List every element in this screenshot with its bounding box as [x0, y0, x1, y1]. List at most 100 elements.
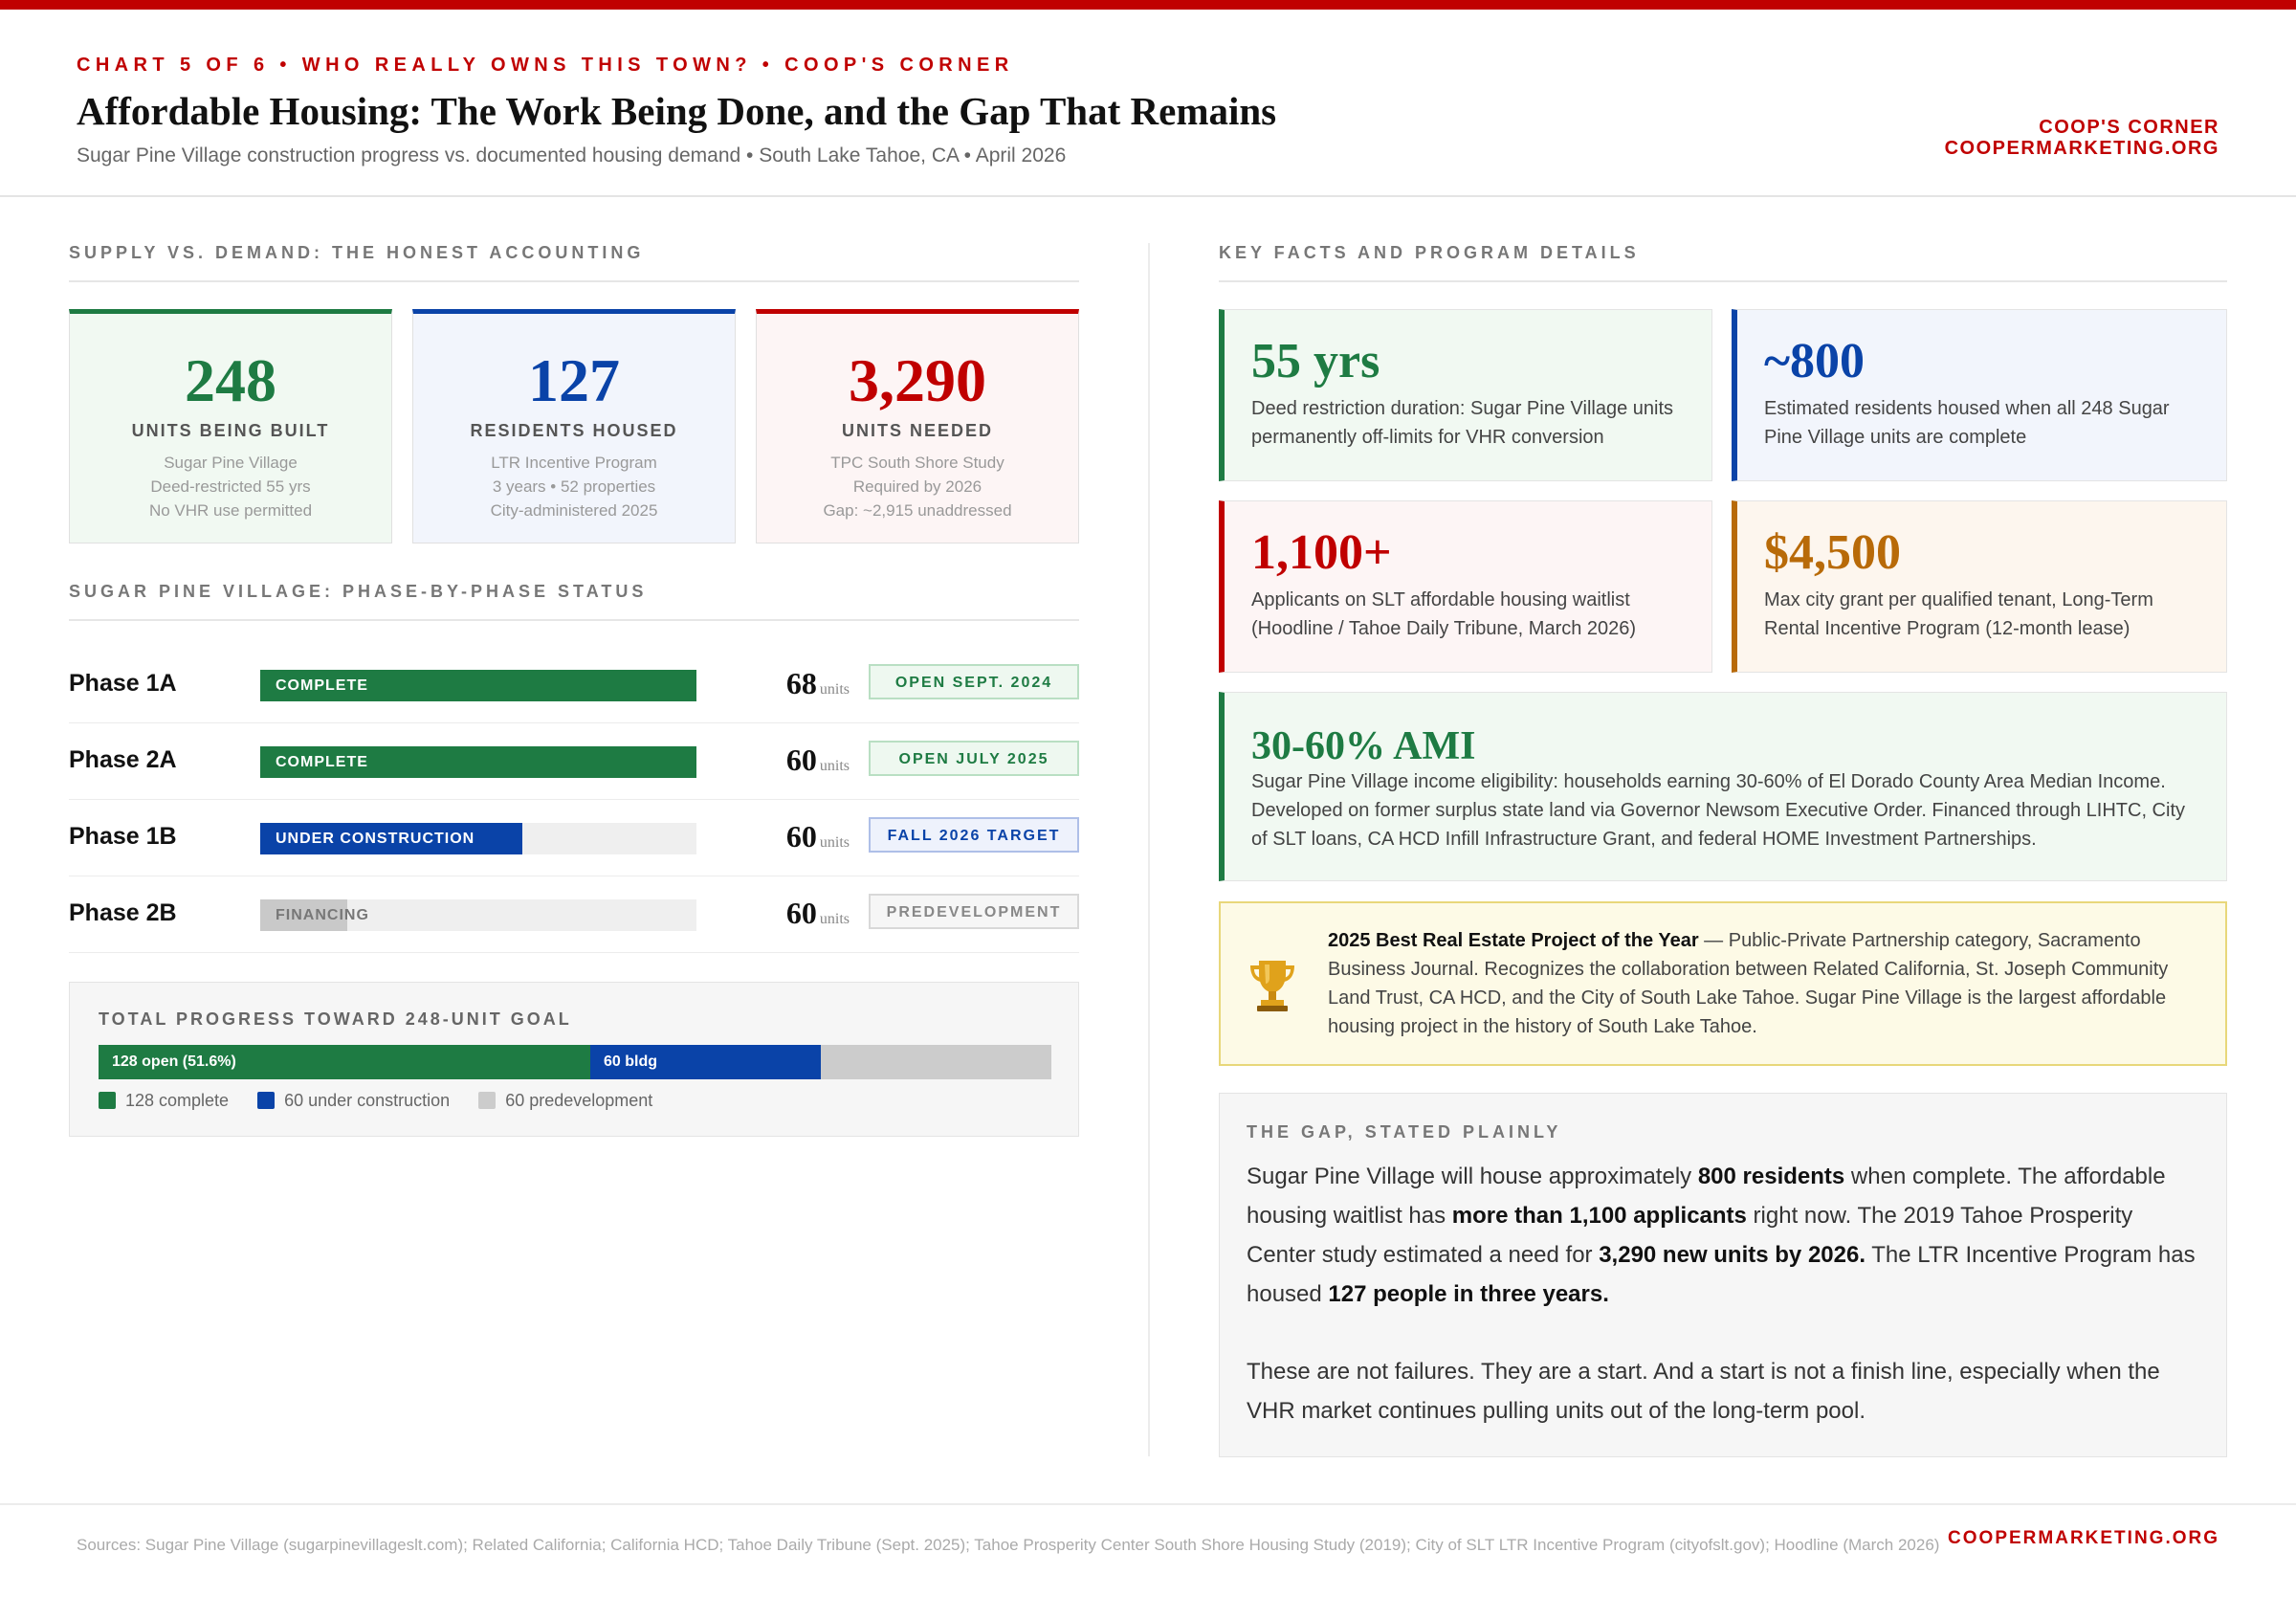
phase-unit-count: 60 units	[786, 819, 850, 854]
header-kicker: CHART 5 OF 6 • WHO REALLY OWNS THIS TOWN…	[77, 55, 1014, 76]
phase-name: Phase 1A	[69, 670, 177, 697]
phase-unit-count: 68 units	[786, 666, 850, 701]
fact-text: Max city grant per qualified tenant, Lon…	[1764, 589, 2153, 639]
brand-name: COOP'S CORNER	[2039, 117, 2219, 138]
gap-emphasis: more than 1,100 applicants	[1451, 1203, 1747, 1229]
gap-text: right now. The 2019 Tahoe Prosperity Cen…	[1247, 1203, 2133, 1268]
segment-label: 128 open (51.6%)	[112, 1053, 236, 1070]
total-progress-title: TOTAL PROGRESS TOWARD 248-UNIT GOAL	[99, 1009, 572, 1029]
phase-status-label: COMPLETE	[276, 677, 368, 694]
kpi-detail: 3 years • 52 properties	[492, 477, 656, 496]
phase-unit-value: 60	[785, 743, 817, 777]
fact-value: 1,100+	[1251, 525, 1392, 580]
phase-status-label: COMPLETE	[276, 754, 368, 770]
legend-swatch	[99, 1092, 116, 1109]
kpi-value: 248	[185, 346, 276, 414]
phase-progress-bar	[260, 670, 696, 701]
phase-unit-value: 60	[785, 819, 817, 854]
sources-note: Sources: Sugar Pine Village (sugarpinevi…	[77, 1536, 1940, 1554]
fact-value: 30-60% AMI	[1251, 724, 1476, 768]
fact-card-waitlist: 1,100+ Applicants on SLT affordable hous…	[1219, 500, 1712, 673]
fact-text: Deed restriction duration: Sugar Pine Vi…	[1251, 398, 1673, 448]
phase-status-label: UNDER CONSTRUCTION	[276, 831, 475, 847]
footer-brand-url[interactable]: COOPERMARKETING.ORG	[1948, 1528, 2219, 1548]
gap-emphasis: 3,290 new units by 2026.	[1599, 1242, 1866, 1268]
segment-label: 60 bldg	[604, 1053, 658, 1070]
phase-timeline-badge: FALL 2026 TARGET	[869, 817, 1079, 853]
phase-timeline-badge: OPEN JULY 2025	[869, 741, 1079, 776]
page-header: CHART 5 OF 6 • WHO REALLY OWNS THIS TOWN…	[0, 10, 2296, 197]
fact-value: $4,500	[1764, 525, 1901, 580]
phase-timeline-badge: PREDEVELOPMENT	[869, 894, 1079, 929]
brand-url[interactable]: COOPERMARKETING.ORG	[1944, 138, 2219, 159]
phase-unit-count: 60 units	[786, 896, 850, 931]
fact-text: Sugar Pine Village income eligibility: h…	[1251, 771, 2185, 850]
fact-text: Estimated residents housed when all 248 …	[1764, 398, 2170, 448]
award-callout: 2025 Best Real Estate Project of the Yea…	[1219, 901, 2227, 1066]
progress-segment	[821, 1045, 1051, 1079]
page-title: Affordable Housing: The Work Being Done,…	[77, 89, 1277, 133]
legend-label: 60 predevelopment	[505, 1091, 653, 1110]
supply-demand-heading: SUPPLY VS. DEMAND: THE HONEST ACCOUNTING	[69, 243, 1079, 282]
total-progress-bar: 128 open (51.6%) 60 bldg	[99, 1045, 1051, 1079]
kpi-value: 3,290	[849, 346, 986, 414]
fact-card-deed-restriction: 55 yrs Deed restriction duration: Sugar …	[1219, 309, 1712, 481]
gap-text: The LTR Incentive Program has housed	[1247, 1242, 2196, 1307]
key-facts-heading: KEY FACTS AND PROGRAM DETAILS	[1219, 243, 2227, 282]
kpi-detail: Sugar Pine Village	[164, 454, 298, 472]
total-progress-legend: 128 complete 60 under construction 60 pred…	[99, 1091, 681, 1111]
fact-value: 55 yrs	[1251, 334, 1380, 388]
phase-progress-track: FINANCING	[260, 899, 696, 931]
header-brand: COOP'S CORNER COOPERMARKETING.ORG	[1945, 117, 2219, 159]
kpi-detail: City-administered 2025	[490, 501, 658, 520]
fact-card-income-eligibility: 30-60% AMI Sugar Pine Village income eli…	[1219, 692, 2227, 881]
kpi-detail: Gap: ~2,915 unaddressed	[823, 501, 1012, 520]
phase-status-heading: SUGAR PINE VILLAGE: PHASE-BY-PHASE STATU…	[69, 582, 1079, 621]
trophy-icon	[1250, 961, 1294, 1011]
progress-segment: 128 open (51.6%)	[99, 1045, 590, 1079]
gap-emphasis: 127 people in three years.	[1328, 1281, 1609, 1307]
page-subtitle: Sugar Pine Village construction progress…	[77, 144, 1067, 166]
phase-unit-word: units	[819, 911, 850, 927]
phase-row: Phase 2B FINANCING 60 units PREDEVELOPMENT	[69, 876, 1079, 953]
gap-text: when complete. The affordable housing wa…	[1247, 1164, 2166, 1229]
phase-unit-value: 68	[785, 666, 817, 700]
phase-unit-value: 60	[785, 896, 817, 930]
top-accent-bar	[0, 0, 2296, 10]
kpi-label: UNITS BEING BUILT	[131, 421, 330, 440]
gap-text: Sugar Pine Village will house approximat…	[1247, 1164, 1698, 1189]
kpi-detail: LTR Incentive Program	[491, 454, 657, 472]
legend-label: 128 complete	[125, 1091, 230, 1110]
phase-unit-word: units	[819, 681, 850, 698]
phase-status-label: FINANCING	[276, 907, 369, 923]
phase-progress-track: COMPLETE	[260, 746, 696, 778]
kpi-value: 127	[528, 346, 620, 414]
fact-text: Applicants on SLT affordable housing wai…	[1251, 589, 1637, 639]
phase-unit-word: units	[819, 758, 850, 774]
phase-progress-bar	[260, 823, 522, 854]
column-divider	[1148, 243, 1150, 1456]
phase-progress-bar	[260, 899, 347, 931]
gap-heading: THE GAP, STATED PLAINLY	[1247, 1122, 1562, 1142]
fact-value: ~800	[1764, 334, 1866, 388]
gap-emphasis: 800 residents	[1697, 1164, 1845, 1189]
kpi-card-residents-housed: 127 RESIDENTS HOUSED LTR Incentive Progr…	[412, 309, 736, 543]
phase-name: Phase 2A	[69, 746, 177, 773]
legend-item: 128 complete	[99, 1091, 229, 1111]
legend-item: 60 under construction	[257, 1091, 450, 1111]
progress-segment: 60 bldg	[590, 1045, 821, 1079]
phase-timeline-badge: OPEN SEPT. 2024	[869, 664, 1079, 699]
fact-card-max-grant: $4,500 Max city grant per qualified tena…	[1732, 500, 2227, 673]
fact-card-residents-estimate: ~800 Estimated residents housed when all…	[1732, 309, 2227, 481]
phase-row: Phase 2A COMPLETE 60 units OPEN JULY 2025	[69, 723, 1079, 800]
kpi-detail: Required by 2026	[852, 477, 982, 496]
legend-swatch	[478, 1092, 497, 1109]
phase-progress-track: UNDER CONSTRUCTION	[260, 823, 696, 854]
total-progress-panel: TOTAL PROGRESS TOWARD 248-UNIT GOAL 128 …	[69, 982, 1079, 1137]
phase-name: Phase 1B	[69, 823, 177, 850]
gap-paragraph-2: These are not failures. They are a start…	[1247, 1359, 2160, 1424]
kpi-label: UNITS NEEDED	[841, 421, 993, 440]
legend-label: 60 under construction	[284, 1091, 451, 1110]
phase-row: Phase 1A COMPLETE 68 units OPEN SEPT. 2024	[69, 647, 1079, 723]
kpi-detail: TPC South Shore Study	[830, 454, 1004, 472]
